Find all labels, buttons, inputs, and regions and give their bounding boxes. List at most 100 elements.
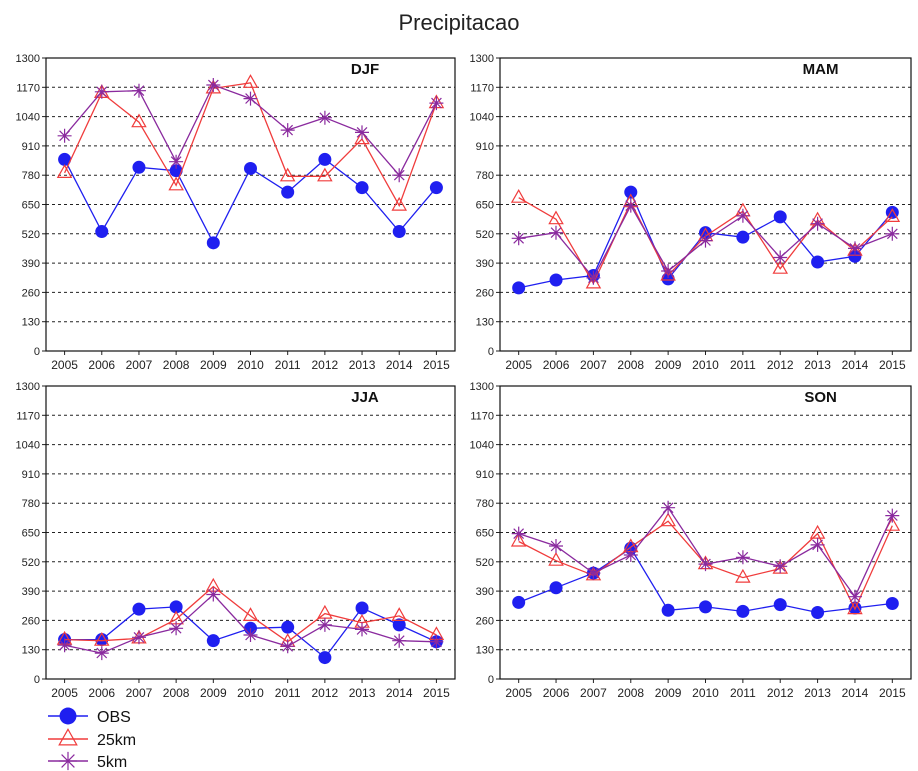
x-tick-label: 2005 bbox=[505, 358, 532, 372]
data-point-obs bbox=[169, 600, 183, 614]
data-point-5km bbox=[132, 630, 146, 645]
y-tick-label: 0 bbox=[488, 346, 494, 358]
data-point-obs bbox=[811, 606, 825, 620]
y-tick-label: 910 bbox=[476, 469, 494, 481]
data-point-5km bbox=[429, 634, 444, 649]
x-tick-label: 2015 bbox=[879, 686, 906, 700]
y-tick-label: 520 bbox=[476, 229, 494, 241]
x-tick-label: 2009 bbox=[200, 686, 227, 700]
data-point-25km bbox=[510, 532, 527, 547]
legend: OBS 25km 5km bbox=[48, 707, 136, 771]
series-5km bbox=[511, 500, 900, 604]
y-tick-label: 390 bbox=[476, 258, 494, 270]
data-point-5km bbox=[885, 226, 900, 241]
data-point-5km bbox=[94, 646, 109, 661]
x-tick-label: 2005 bbox=[51, 358, 78, 372]
x-tick-label: 2008 bbox=[163, 686, 190, 700]
data-point-obs bbox=[58, 152, 72, 166]
data-point-obs bbox=[429, 181, 443, 195]
y-tick-label: 1300 bbox=[16, 53, 40, 65]
x-tick-label: 2013 bbox=[349, 686, 376, 700]
x-tick-label: 2009 bbox=[655, 358, 682, 372]
y-tick-label: 130 bbox=[22, 645, 40, 657]
data-point-obs bbox=[318, 152, 332, 166]
legend-marker-5km bbox=[58, 751, 78, 771]
data-point-5km bbox=[549, 539, 563, 553]
data-point-5km bbox=[623, 198, 638, 213]
data-point-obs bbox=[132, 160, 146, 174]
data-point-25km bbox=[317, 604, 333, 619]
y-tick-label: 1300 bbox=[16, 381, 40, 393]
data-point-obs bbox=[355, 601, 369, 615]
data-point-25km bbox=[242, 74, 259, 88]
data-point-obs bbox=[736, 604, 750, 618]
data-point-obs bbox=[699, 226, 712, 240]
figure-title: Precipitacao bbox=[398, 10, 519, 35]
y-tick-label: 130 bbox=[476, 317, 494, 329]
data-point-5km bbox=[243, 91, 258, 106]
y-tick-label: 650 bbox=[476, 200, 494, 212]
data-point-obs bbox=[512, 281, 526, 295]
data-point-25km bbox=[317, 167, 333, 182]
y-tick-label: 260 bbox=[22, 615, 40, 627]
data-point-5km bbox=[848, 241, 862, 256]
data-point-obs bbox=[206, 236, 220, 250]
x-tick-label: 2014 bbox=[842, 686, 869, 700]
x-tick-label: 2010 bbox=[692, 358, 719, 372]
data-point-5km bbox=[773, 559, 788, 574]
data-point-5km bbox=[206, 587, 221, 602]
panel-mam: 0 130 260 390 520 650 780 910 1040 1170 1300 2005 20… bbox=[470, 53, 912, 372]
data-point-5km bbox=[429, 96, 444, 111]
x-tick-label: 2010 bbox=[237, 358, 264, 372]
y-tick-label: 780 bbox=[476, 170, 494, 182]
data-point-5km bbox=[848, 589, 862, 604]
data-point-obs bbox=[95, 225, 109, 239]
data-point-obs bbox=[811, 255, 825, 269]
data-point-5km bbox=[586, 270, 601, 285]
data-point-5km bbox=[317, 110, 332, 125]
x-tick-label: 2006 bbox=[88, 686, 115, 700]
data-point-5km bbox=[280, 123, 295, 138]
data-point-5km bbox=[243, 628, 258, 642]
data-point-5km bbox=[132, 83, 146, 98]
plot-frame bbox=[499, 57, 912, 352]
data-point-5km bbox=[355, 622, 369, 637]
y-tick-label: 1040 bbox=[16, 440, 40, 452]
data-point-obs bbox=[773, 210, 787, 224]
data-point-obs bbox=[699, 600, 712, 614]
y-tick-label: 780 bbox=[22, 498, 40, 510]
x-tick-label: 2011 bbox=[275, 686, 301, 700]
y-tick-label: 520 bbox=[22, 557, 40, 569]
data-point-25km bbox=[93, 631, 110, 646]
legend-item-obs: OBS bbox=[48, 707, 131, 726]
y-tick-label: 650 bbox=[22, 200, 40, 212]
data-point-25km bbox=[279, 167, 296, 182]
data-point-25km bbox=[242, 607, 259, 622]
data-point-obs bbox=[549, 581, 563, 595]
data-point-obs bbox=[661, 603, 675, 617]
y-tick-label: 1300 bbox=[470, 53, 494, 65]
data-point-5km bbox=[773, 250, 788, 265]
data-point-obs bbox=[244, 161, 257, 175]
x-tick-label: 2013 bbox=[804, 358, 831, 372]
series-line-25km bbox=[64, 585, 437, 643]
x-tick-label: 2009 bbox=[200, 358, 227, 372]
series-5km bbox=[57, 78, 444, 183]
data-point-5km bbox=[698, 233, 713, 248]
legend-label-25km: 25km bbox=[97, 732, 136, 749]
data-point-5km bbox=[317, 617, 332, 632]
x-tick-label: 2008 bbox=[163, 358, 190, 372]
panel-title: MAM bbox=[803, 61, 839, 78]
x-tick-label: 2007 bbox=[580, 686, 607, 700]
data-point-obs bbox=[169, 164, 183, 178]
legend-marker-symbol bbox=[59, 707, 77, 725]
legend-label-obs: OBS bbox=[97, 709, 131, 726]
x-tick-label: 2012 bbox=[767, 358, 794, 372]
data-point-obs bbox=[318, 651, 332, 665]
legend-item-5km: 5km bbox=[48, 751, 127, 771]
data-point-obs bbox=[392, 618, 406, 632]
x-tick-label: 2014 bbox=[842, 358, 869, 372]
data-point-25km bbox=[510, 188, 527, 203]
x-tick-label: 2008 bbox=[617, 686, 644, 700]
